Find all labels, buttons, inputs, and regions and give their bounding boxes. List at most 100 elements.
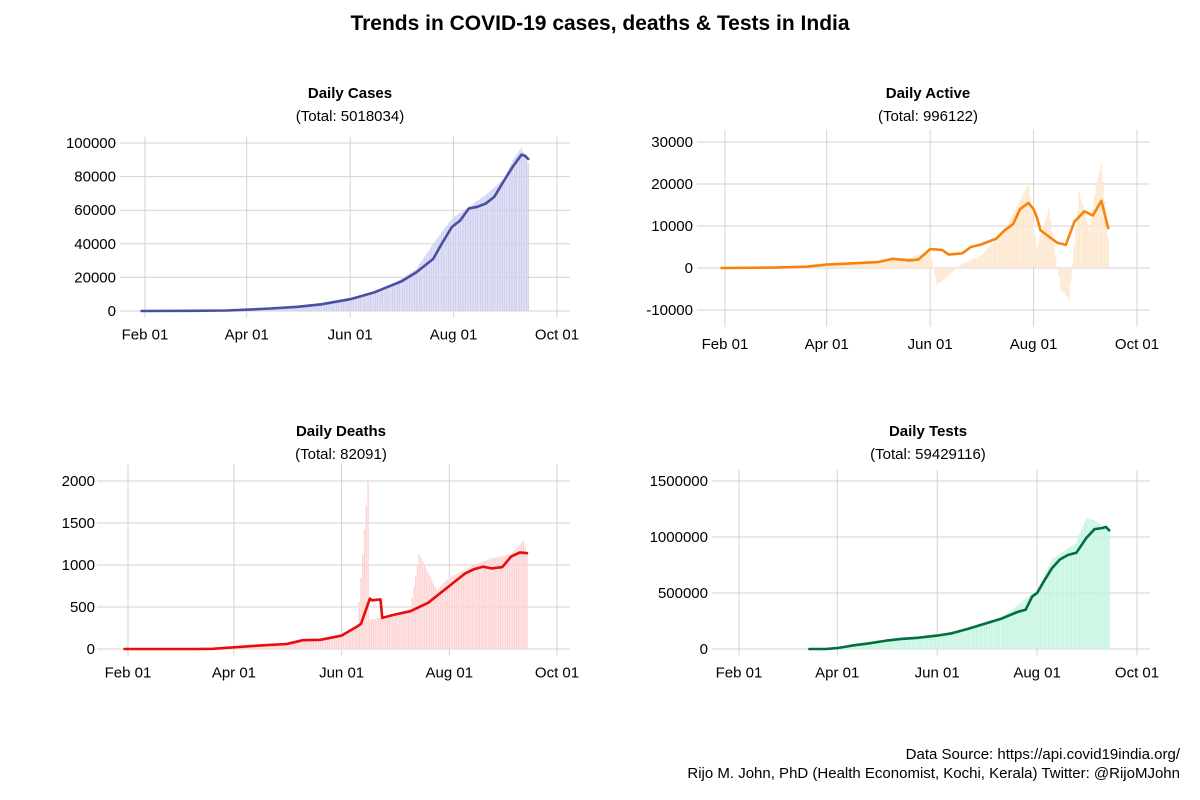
bar [510, 163, 512, 311]
bar [437, 236, 439, 311]
bar [334, 301, 336, 311]
bar [374, 291, 377, 311]
bar [485, 560, 488, 649]
bar [425, 253, 428, 311]
bar [1065, 268, 1067, 296]
bar [250, 646, 253, 649]
bar [882, 261, 884, 268]
bar [878, 261, 880, 268]
bar [992, 620, 994, 649]
bar [500, 181, 502, 311]
bar [936, 268, 938, 285]
bar [943, 268, 945, 280]
bar [1015, 606, 1017, 649]
bar [525, 159, 528, 311]
y-tick-label: 40000 [74, 236, 116, 253]
bar [967, 628, 969, 649]
bar [455, 574, 458, 649]
bar [1104, 200, 1106, 268]
bar [288, 307, 290, 311]
bar [506, 554, 509, 649]
bar [355, 627, 357, 649]
bar [964, 628, 966, 649]
bar [904, 258, 906, 268]
bar [1031, 209, 1033, 268]
bar [242, 647, 244, 649]
bar [1058, 268, 1060, 278]
bar [383, 617, 385, 649]
bar [936, 634, 938, 649]
bar [418, 554, 421, 649]
bar [369, 619, 371, 649]
bar [875, 262, 877, 268]
bar [956, 268, 958, 269]
bar [1075, 228, 1077, 268]
bar [974, 626, 976, 649]
bar [861, 645, 863, 649]
bar [471, 565, 473, 649]
bar [488, 192, 490, 311]
bar [1088, 518, 1091, 649]
bar [432, 582, 435, 649]
panel-title: Daily Deaths [296, 423, 386, 440]
bar [995, 619, 997, 649]
chart-panel-0: Daily Cases (Total: 5018034) 0 20000 40000 60… [66, 85, 579, 344]
bar [946, 632, 948, 649]
bar [846, 646, 848, 649]
bar [432, 243, 434, 311]
bar [356, 296, 358, 311]
bar [328, 636, 330, 649]
bar [883, 261, 886, 268]
daily-bars [140, 148, 529, 312]
bar [1095, 184, 1097, 268]
bar [245, 647, 247, 649]
bar [1083, 522, 1086, 649]
bar [303, 639, 306, 649]
bar [1041, 230, 1043, 268]
bar [517, 546, 519, 649]
bar [1039, 583, 1042, 649]
bar [1080, 198, 1082, 268]
bar [332, 301, 334, 311]
chart-panel-1: Daily Active (Total: 996122) -10000 0 10000 2… [646, 85, 1159, 353]
bar [447, 223, 450, 311]
bar [913, 637, 915, 649]
bar [944, 268, 947, 278]
bar [448, 577, 451, 649]
bar [295, 306, 297, 311]
bar [910, 256, 913, 268]
bar [287, 641, 290, 649]
bar [281, 308, 284, 311]
bar [351, 628, 353, 649]
bar [866, 262, 869, 268]
bar [834, 263, 836, 268]
bar [420, 261, 423, 311]
bar [856, 645, 858, 649]
bar [831, 264, 833, 268]
panel-subtitle: (Total: 996122) [878, 108, 978, 125]
bar [880, 642, 883, 649]
bar [982, 625, 984, 649]
bar [1039, 236, 1042, 268]
bar [867, 644, 870, 649]
bar [1036, 590, 1038, 649]
bar [1097, 177, 1099, 268]
bar [998, 235, 1001, 268]
bar [415, 269, 417, 311]
bar [1056, 556, 1058, 649]
bar [415, 575, 417, 649]
bar [439, 586, 442, 649]
bar [1073, 245, 1075, 268]
bar [939, 633, 942, 649]
bar [243, 647, 246, 649]
bar [956, 630, 958, 649]
bar [412, 271, 414, 311]
bar [312, 305, 314, 311]
bar [859, 262, 862, 268]
bar [417, 266, 419, 311]
bar [365, 505, 368, 649]
bar [397, 612, 399, 649]
bar [305, 639, 308, 649]
bar [312, 639, 315, 649]
